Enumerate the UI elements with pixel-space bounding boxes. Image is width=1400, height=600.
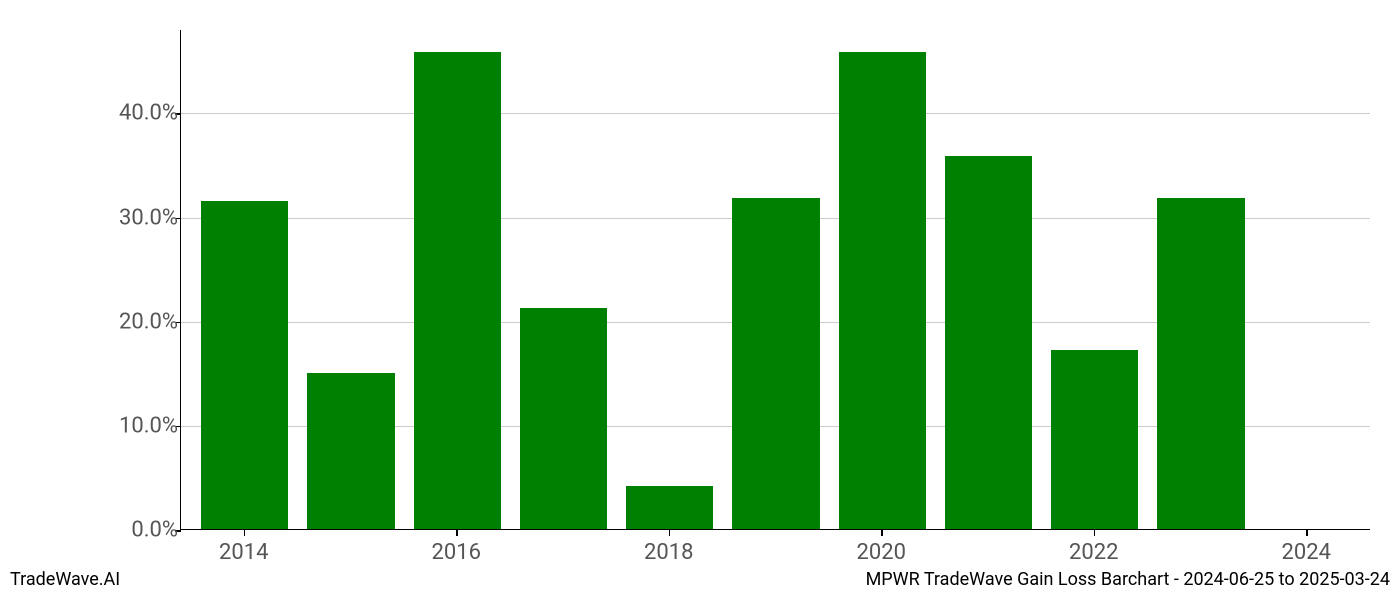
bar	[201, 201, 288, 529]
x-tick-mark	[669, 530, 671, 536]
y-tick-label: 0.0%	[131, 518, 178, 543]
x-tick-label: 2024	[1282, 540, 1331, 565]
chart-container	[180, 30, 1370, 530]
footer-left-brand: TradeWave.AI	[10, 569, 120, 590]
bar	[945, 156, 1032, 529]
bar	[626, 486, 713, 529]
y-tick-label: 40.0%	[119, 101, 178, 126]
bar	[1157, 198, 1244, 529]
x-tick-mark	[456, 530, 458, 536]
x-tick-label: 2020	[857, 540, 906, 565]
gridline	[181, 113, 1370, 114]
x-tick-mark	[881, 530, 883, 536]
y-tick-label: 30.0%	[119, 205, 178, 230]
bar	[520, 308, 607, 529]
x-tick-mark	[244, 530, 246, 536]
bar	[307, 373, 394, 529]
x-tick-label: 2016	[432, 540, 481, 565]
x-tick-label: 2018	[644, 540, 693, 565]
footer-right-caption: MPWR TradeWave Gain Loss Barchart - 2024…	[866, 569, 1390, 590]
y-tick-label: 20.0%	[119, 309, 178, 334]
x-tick-label: 2014	[219, 540, 268, 565]
bar	[732, 198, 819, 529]
x-tick-mark	[1094, 530, 1096, 536]
plot-area	[180, 30, 1370, 530]
x-tick-label: 2022	[1069, 540, 1118, 565]
x-tick-mark	[1306, 530, 1308, 536]
bar	[414, 52, 501, 529]
y-tick-label: 10.0%	[119, 413, 178, 438]
bar	[839, 52, 926, 529]
bar	[1051, 350, 1138, 529]
